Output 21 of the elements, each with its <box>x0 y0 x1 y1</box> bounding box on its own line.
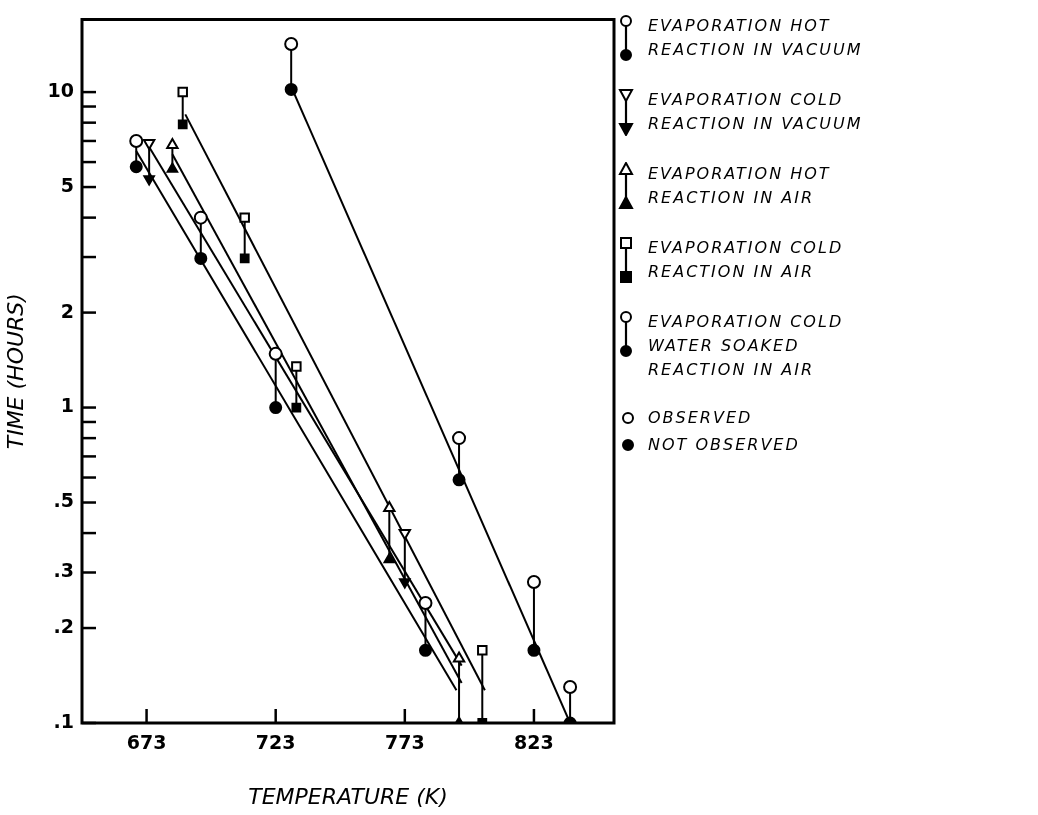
y-tick-label: 2 <box>60 299 74 322</box>
y-axis-title: TIME (HOURS) <box>2 293 28 450</box>
y-tick-label: 10 <box>47 79 74 102</box>
text: OBSERVED <box>648 408 753 427</box>
y-tick-label: .2 <box>53 614 74 637</box>
legend-label: EVAPORATION HOT REACTION IN VACUUM <box>648 15 864 61</box>
x-tick-label: 773 <box>384 731 425 754</box>
y-tick-label: .1 <box>53 709 74 732</box>
y-tick-label: 1 <box>60 394 74 417</box>
legend-label: EVAPORATION COLD WATER SOAKED REACTION IN AIR <box>648 311 845 381</box>
y-tick-label: .3 <box>53 559 74 582</box>
legend-label: EVAPORATION COLD REACTION IN VACUUM <box>648 89 864 135</box>
y-tick-label: 5 <box>60 173 74 196</box>
x-axis-title: TEMPERATURE (K) <box>248 783 448 809</box>
text: NOT OBSERVED <box>648 435 800 454</box>
legend-label: EVAPORATION HOT REACTION IN AIR <box>648 163 832 209</box>
x-tick-label: 823 <box>514 731 554 754</box>
x-tick-label: 723 <box>255 731 296 754</box>
legend-label: EVAPORATION COLD REACTION IN AIR <box>648 237 845 283</box>
y-tick-label: .5 <box>53 489 74 512</box>
x-tick-label: 673 <box>126 731 167 754</box>
